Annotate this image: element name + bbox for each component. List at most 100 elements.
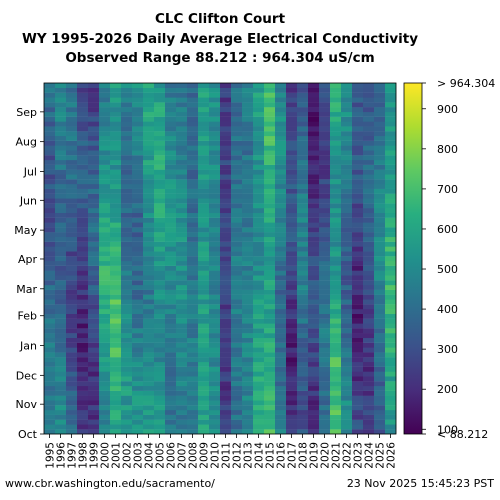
heatmap-cell [132, 227, 144, 233]
heatmap-cell [220, 97, 232, 103]
heatmap-cell [66, 400, 78, 406]
heatmap-cell [363, 357, 375, 363]
heatmap-cell [198, 361, 210, 367]
heatmap-cell [88, 135, 100, 141]
heatmap-cell [55, 333, 67, 339]
heatmap-cell [242, 102, 254, 108]
heatmap-cell [231, 145, 243, 151]
heatmap-cell [66, 361, 78, 367]
heatmap-cell [66, 183, 78, 189]
heatmap-cell [110, 337, 122, 343]
heatmap-cell [66, 217, 78, 223]
heatmap-cell [286, 284, 298, 290]
heatmap-cell [253, 111, 265, 117]
heatmap-cell [231, 400, 243, 406]
heatmap-cell [121, 174, 133, 180]
heatmap-cell [154, 385, 166, 391]
heatmap-cell [176, 371, 188, 377]
heatmap-cell [264, 313, 276, 319]
heatmap-cell [319, 102, 331, 108]
heatmap-cell [165, 140, 177, 146]
heatmap-cell [330, 429, 342, 435]
heatmap-cell [319, 414, 331, 420]
heatmap-cell [374, 265, 386, 271]
heatmap-cell [363, 419, 375, 425]
heatmap-cell [374, 289, 386, 295]
heatmap-cell [143, 366, 155, 372]
heatmap-cell [231, 97, 243, 103]
heatmap-cell [363, 361, 375, 367]
heatmap-cell [187, 361, 199, 367]
heatmap-cell [132, 299, 144, 305]
heatmap-cell [176, 236, 188, 242]
heatmap-cell [99, 222, 111, 228]
heatmap-cell [110, 222, 122, 228]
heatmap-cell [209, 183, 221, 189]
heatmap-cell [264, 121, 276, 127]
heatmap-cell [220, 371, 232, 377]
heatmap-cell [77, 294, 89, 300]
heatmap-cell [297, 135, 309, 141]
heatmap-cell [253, 409, 265, 415]
heatmap-cell [374, 232, 386, 238]
heatmap-cell [198, 107, 210, 113]
heatmap-cell [44, 92, 56, 98]
heatmap-cell [363, 424, 375, 430]
heatmap-cell [209, 159, 221, 165]
heatmap-cell [341, 208, 353, 214]
heatmap-cell [374, 179, 386, 185]
heatmap-cell [297, 342, 309, 348]
heatmap-cell [143, 188, 155, 194]
heatmap-cell [209, 217, 221, 223]
heatmap-cell [143, 357, 155, 363]
heatmap-cell [99, 87, 111, 93]
heatmap-cell [374, 275, 386, 281]
heatmap-cell [297, 337, 309, 343]
heatmap-cell [55, 304, 67, 310]
heatmap-cell [77, 381, 89, 387]
heatmap-cell [308, 371, 320, 377]
heatmap-cell [319, 361, 331, 367]
heatmap-cell [176, 159, 188, 165]
heatmap-cell [154, 419, 166, 425]
heatmap-cell [385, 236, 397, 242]
heatmap-cell [253, 304, 265, 310]
heatmap-cell [143, 236, 155, 242]
heatmap-cell [110, 400, 122, 406]
heatmap-cell [253, 116, 265, 122]
heatmap-cell [319, 159, 331, 165]
heatmap-cell [374, 164, 386, 170]
heatmap-cell [143, 111, 155, 117]
heatmap-cell [253, 385, 265, 391]
heatmap-cell [176, 222, 188, 228]
heatmap-cell [352, 222, 364, 228]
heatmap-cell [308, 357, 320, 363]
heatmap-cell [220, 304, 232, 310]
heatmap-cell [330, 414, 342, 420]
heatmap-cell [44, 140, 56, 146]
heatmap-cell [264, 159, 276, 165]
heatmap-cell [132, 381, 144, 387]
heatmap-cell [154, 270, 166, 276]
heatmap-cell [231, 126, 243, 132]
heatmap-cell [44, 318, 56, 324]
heatmap-cell [99, 381, 111, 387]
heatmap-cell [154, 164, 166, 170]
heatmap-cell [154, 323, 166, 329]
heatmap-cell [165, 126, 177, 132]
heatmap-cell [209, 131, 221, 137]
heatmap-cell [66, 318, 78, 324]
heatmap-cell [198, 299, 210, 305]
heatmap-cell [121, 155, 133, 161]
heatmap-cell [187, 159, 199, 165]
heatmap-cell [275, 198, 287, 204]
heatmap-cell [77, 357, 89, 363]
heatmap-cell [319, 97, 331, 103]
heatmap-cell [330, 318, 342, 324]
heatmap-cell [220, 260, 232, 266]
heatmap-cell [352, 405, 364, 411]
heatmap-cell [209, 208, 221, 214]
heatmap-cell [165, 381, 177, 387]
heatmap-cell [44, 222, 56, 228]
heatmap-cell [55, 92, 67, 98]
